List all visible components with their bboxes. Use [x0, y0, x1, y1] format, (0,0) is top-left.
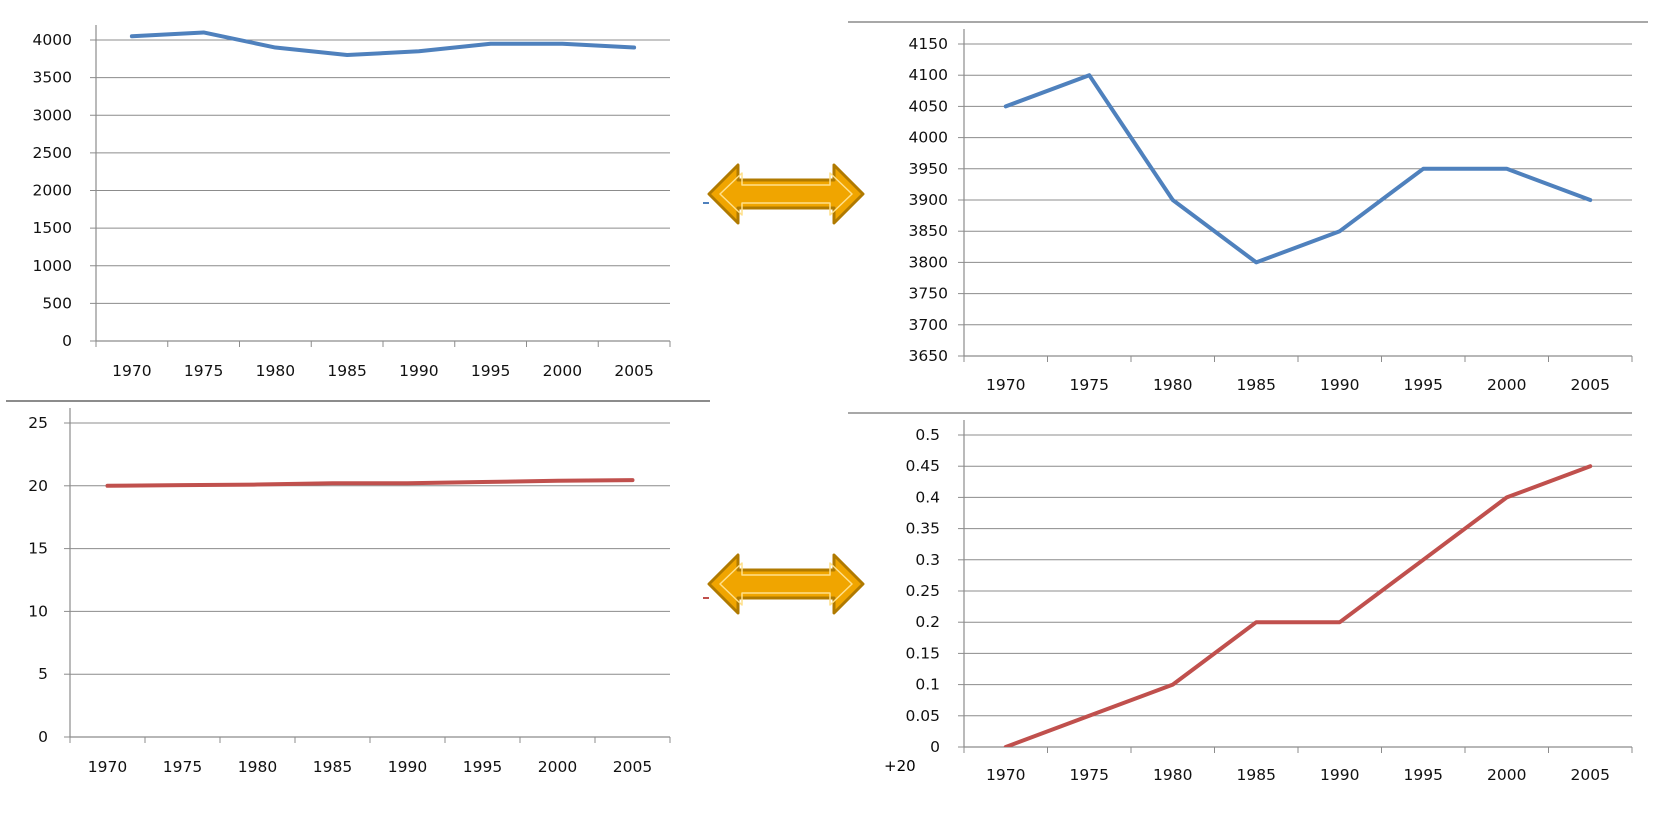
- x-tick-label: 1990: [399, 362, 438, 380]
- y-tick-label: 2500: [33, 144, 72, 162]
- x-tick-label: 2005: [1571, 766, 1610, 784]
- chart-2: 3650 3700 3750 3800 3850 3900 3950 4000 4050 4100…: [909, 29, 1633, 394]
- chart-3: 0 5 10 15 20 25 1970 1975 1980 1985 1990 1995 2000 20…: [28, 408, 671, 776]
- x-tick-label: 1975: [1070, 766, 1109, 784]
- x-tick-label: 1970: [112, 362, 151, 380]
- offset-annotation: +20: [884, 757, 916, 775]
- y-tick-label: 0: [38, 728, 48, 746]
- x-tick-label: 2000: [1487, 766, 1526, 784]
- series-line: [1003, 464, 1593, 747]
- y-tick-label: 15: [28, 540, 48, 558]
- x-tick-label: 1995: [471, 362, 510, 380]
- y-tick-label: 25: [28, 414, 48, 432]
- y-tick-label: 0.05: [905, 707, 940, 725]
- y-tick-label: 20: [28, 477, 48, 495]
- x-tick-label: 2005: [614, 362, 653, 380]
- y-tick-label: 0.5: [915, 426, 940, 444]
- y-tick-label: 4100: [909, 66, 948, 84]
- chart-1: 0 500 1000 1500 2000 2500 3000 3500 4000 1970 1975…: [33, 25, 671, 380]
- y-tick-label: 0: [62, 332, 72, 350]
- x-tick-label: 1995: [1404, 376, 1443, 394]
- y-tick-label: 3850: [909, 222, 948, 240]
- y-tick-label: 3650: [909, 347, 948, 365]
- x-tick-label: 1995: [463, 758, 502, 776]
- x-tick-label: 1985: [1237, 766, 1276, 784]
- chart-4: 0 0.05 0.1 0.15 0.2 0.25 0.3 0.35 0.4 0.45 0.5 1970…: [905, 420, 1633, 784]
- x-tick-label: 1985: [327, 362, 366, 380]
- y-tick-label: 1000: [33, 257, 72, 275]
- y-tick-label: 4000: [33, 31, 72, 49]
- x-tick-label: 1975: [163, 758, 202, 776]
- y-tick-label: 3750: [909, 285, 948, 303]
- x-tick-label: 2005: [613, 758, 652, 776]
- y-tick-label: 3500: [33, 69, 72, 87]
- series-line: [1003, 73, 1593, 265]
- x-tick-label: 1990: [1320, 766, 1359, 784]
- y-tick-label: 0.1: [915, 676, 940, 694]
- x-tick-label: 1970: [986, 766, 1025, 784]
- y-tick-label: 500: [42, 294, 72, 312]
- x-tick-label: 1970: [88, 758, 127, 776]
- x-tick-label: 1990: [388, 758, 427, 776]
- double-arrow-icon-bottom: [707, 553, 865, 615]
- y-tick-label: 3800: [909, 253, 948, 271]
- series-line: [105, 478, 635, 488]
- x-tick-label: 1980: [238, 758, 277, 776]
- x-tick-label: 1980: [1153, 376, 1192, 394]
- x-tick-label: 1980: [1153, 766, 1192, 784]
- y-tick-label: 0.3: [915, 551, 940, 569]
- x-tick-label: 1980: [256, 362, 295, 380]
- double-arrow-icon-top: [707, 163, 865, 225]
- x-tick-label: 1985: [1237, 376, 1276, 394]
- x-tick-label: 2000: [543, 362, 582, 380]
- y-tick-label: 3700: [909, 316, 948, 334]
- y-tick-label: 0.2: [915, 613, 940, 631]
- y-tick-label: 0.4: [915, 488, 940, 506]
- y-tick-label: 3900: [909, 191, 948, 209]
- x-tick-label: 2000: [1487, 376, 1526, 394]
- arrows-layer: [707, 163, 865, 615]
- x-tick-label: 2005: [1571, 376, 1610, 394]
- y-tick-label: 5: [38, 665, 48, 683]
- series-line: [129, 30, 637, 58]
- y-tick-label: 1500: [33, 219, 72, 237]
- y-tick-label: 2000: [33, 182, 72, 200]
- y-tick-label: 0.25: [905, 582, 940, 600]
- x-tick-label: 1990: [1320, 376, 1359, 394]
- y-tick-label: 4150: [909, 35, 948, 53]
- y-tick-label: 4050: [909, 97, 948, 115]
- x-tick-label: 2000: [538, 758, 577, 776]
- y-tick-label: 0: [930, 738, 940, 756]
- x-tick-label: 1995: [1404, 766, 1443, 784]
- y-tick-label: 0.15: [905, 644, 940, 662]
- x-tick-label: 1970: [986, 376, 1025, 394]
- y-tick-label: 0.35: [905, 520, 940, 538]
- y-tick-label: 0.45: [905, 457, 940, 475]
- x-tick-label: 1975: [1070, 376, 1109, 394]
- y-tick-label: 4000: [909, 129, 948, 147]
- x-tick-label: 1975: [184, 362, 223, 380]
- y-tick-label: 3950: [909, 160, 948, 178]
- x-tick-label: 1985: [313, 758, 352, 776]
- y-tick-label: 3000: [33, 106, 72, 124]
- y-tick-label: 10: [28, 602, 48, 620]
